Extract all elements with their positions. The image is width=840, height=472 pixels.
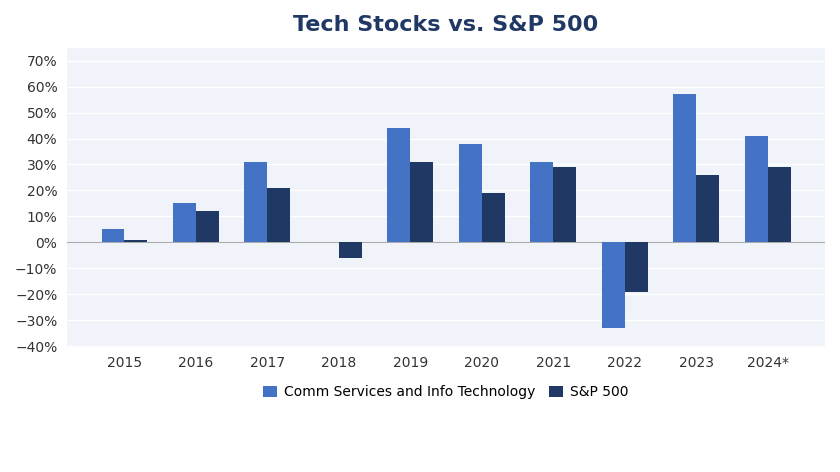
Legend: Comm Services and Info Technology, S&P 500: Comm Services and Info Technology, S&P 5… [258,380,634,405]
Bar [459,144,482,243]
Bar [387,128,410,243]
Bar [768,167,790,243]
Bar [530,162,554,243]
Bar [696,175,719,243]
Bar [410,162,433,243]
Bar [482,193,505,243]
Bar [267,188,291,243]
Bar [196,211,218,243]
Bar [102,229,124,243]
Bar [173,203,196,243]
Bar [554,167,576,243]
Bar [244,162,267,243]
Title: Tech Stocks vs. S&P 500: Tech Stocks vs. S&P 500 [293,15,599,35]
Bar [674,94,696,243]
Bar [602,243,625,328]
Bar [745,136,768,243]
Bar [339,243,362,258]
Bar [625,243,648,292]
Bar [124,240,147,243]
